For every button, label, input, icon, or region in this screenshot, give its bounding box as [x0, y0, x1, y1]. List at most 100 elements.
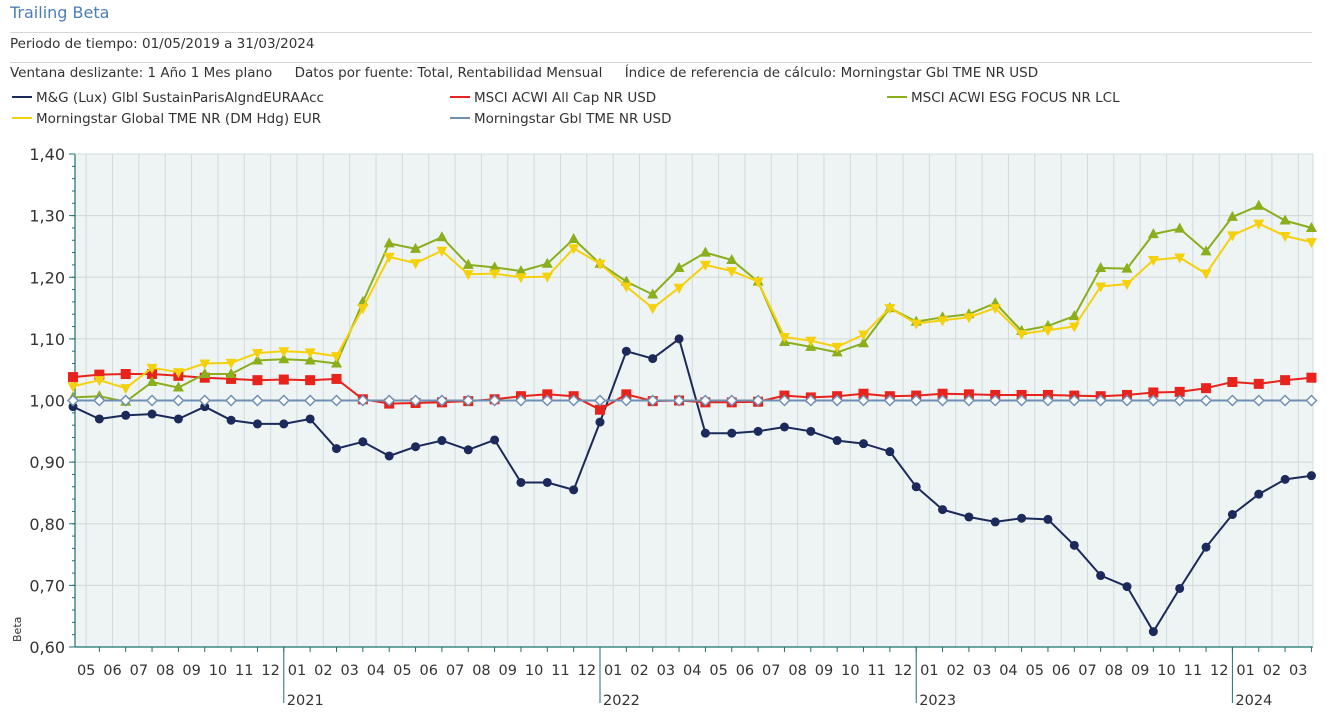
data-point	[435, 394, 448, 407]
data-point	[938, 505, 948, 515]
data-point	[1017, 513, 1027, 523]
data-point	[1148, 387, 1159, 398]
data-point	[146, 363, 158, 374]
data-point	[910, 394, 923, 407]
data-point	[1279, 394, 1292, 407]
data-point	[120, 384, 132, 395]
data-point	[437, 436, 447, 446]
data-point	[226, 373, 237, 384]
data-point	[1147, 394, 1160, 407]
x-month-label: 10	[841, 663, 859, 679]
x-month-label: 06	[1052, 663, 1070, 679]
legend-item-msci-all-cap[interactable]: MSCI ACWI All Cap NR USD	[450, 90, 656, 106]
data-point	[1015, 394, 1028, 407]
data-point	[937, 388, 948, 399]
data-point	[778, 394, 791, 407]
data-point	[569, 485, 579, 495]
data-point	[858, 388, 869, 399]
data-point	[1254, 489, 1264, 499]
data-point	[514, 394, 528, 407]
x-month-label: 05	[393, 663, 411, 679]
x-month-label: 12	[1210, 663, 1228, 679]
y-tick-label: 1,40	[29, 145, 65, 164]
x-month-label: 02	[946, 663, 964, 679]
data-point	[332, 444, 341, 454]
data-point	[621, 346, 631, 356]
settings-line: Ventana deslizante: 1 Año 1 Mes plano Da…	[10, 65, 1056, 81]
data-point	[147, 409, 157, 419]
data-point	[883, 394, 896, 407]
data-point	[858, 330, 869, 341]
data-point	[1173, 394, 1186, 407]
data-point	[593, 394, 607, 407]
legend-item-mg[interactable]: M&G (Lux) Glbl SustainParisAlgndEURAAcc	[12, 90, 324, 106]
y-tick-label: 0,60	[29, 638, 65, 657]
series-3	[67, 219, 1317, 395]
data-point	[119, 394, 132, 407]
data-point	[383, 252, 395, 263]
x-month-label: 10	[209, 663, 227, 679]
legend-label: MSCI ACWI All Cap NR USD	[474, 90, 657, 106]
data-point	[779, 422, 789, 432]
x-month-label: 02	[630, 663, 648, 679]
data-point	[277, 394, 290, 407]
data-point	[753, 426, 763, 436]
data-point	[699, 260, 711, 271]
data-point	[568, 244, 580, 255]
period-text: Periodo de tiempo: 01/05/2019 a 31/03/20…	[10, 36, 315, 52]
legend-swatch	[450, 117, 470, 119]
data-point	[462, 258, 474, 269]
data-point	[305, 375, 316, 386]
x-month-label: 03	[657, 663, 675, 679]
data-point	[806, 426, 816, 436]
data-point	[94, 369, 105, 380]
data-point	[383, 237, 395, 248]
data-point	[595, 417, 605, 427]
x-month-label: 02	[314, 663, 332, 679]
data-point	[1122, 582, 1132, 592]
data-point	[93, 376, 105, 387]
series-4	[66, 394, 1318, 407]
data-point	[384, 451, 394, 461]
series-0	[68, 334, 1316, 637]
data-point	[305, 414, 315, 424]
x-month-label: 12	[578, 663, 596, 679]
beta-line-chart: 0,60 0,70 0,80 0,90 1,00 1,10 1,20 1,30 1,40 Beta…	[11, 145, 1318, 709]
legend-item-msci-esg[interactable]: MSCI ACWI ESG FOCUS NR LCL	[887, 90, 1120, 106]
data-point	[1253, 199, 1265, 210]
data-point	[542, 389, 553, 400]
data-point	[172, 394, 185, 407]
data-point	[304, 354, 316, 365]
data-point	[726, 267, 738, 278]
data-point	[831, 394, 844, 407]
legend-swatch	[12, 96, 32, 98]
data-point	[647, 288, 659, 299]
x-month-label: 10	[1157, 663, 1175, 679]
data-point	[989, 394, 1002, 407]
data-point	[490, 435, 500, 445]
legend-label: Morningstar Global TME NR (DM Hdg) EUR	[36, 111, 322, 127]
x-year-label: 2023	[919, 693, 956, 709]
data-point	[1094, 394, 1107, 407]
data-point	[1200, 269, 1212, 280]
data-point	[885, 447, 895, 457]
data-point	[541, 257, 553, 268]
x-month-label: 09	[182, 663, 200, 679]
data-point	[910, 319, 922, 330]
x-month-label: 07	[1078, 663, 1096, 679]
data-point	[330, 394, 343, 407]
legend-item-morningstar-gbl[interactable]: Morningstar Gbl TME NR USD	[450, 111, 672, 127]
data-point	[358, 437, 368, 447]
data-point	[1043, 514, 1053, 524]
x-month-label: 06	[103, 663, 121, 679]
data-point	[198, 394, 211, 407]
legend-item-morningstar-dm-hdg[interactable]: Morningstar Global TME NR (DM Hdg) EUR	[12, 111, 321, 127]
data-point	[279, 419, 289, 429]
data-point	[857, 394, 870, 407]
data-point	[1096, 571, 1106, 581]
data-point	[725, 394, 738, 407]
x-month-label: 05	[77, 663, 95, 679]
x-month-label: 11	[867, 663, 885, 679]
data-point	[1306, 372, 1317, 383]
data-point	[1226, 231, 1238, 242]
